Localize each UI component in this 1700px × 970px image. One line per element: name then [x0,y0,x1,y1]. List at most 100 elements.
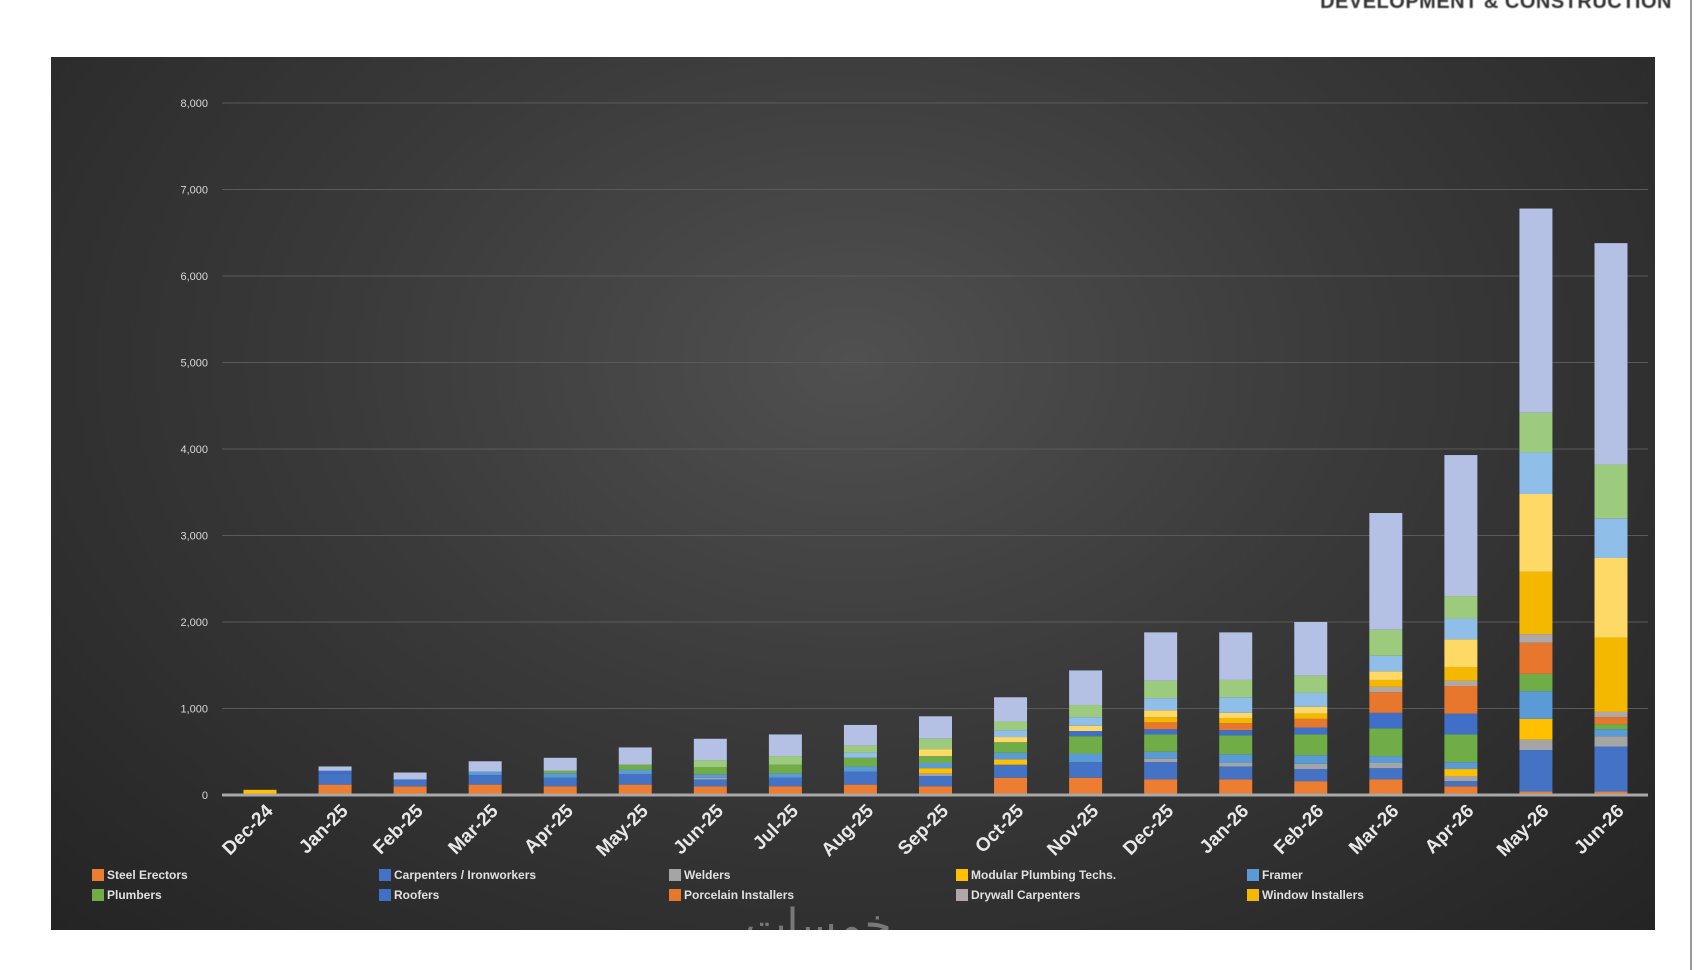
x-tick-label: Jun-26 [1570,801,1628,859]
bar-segment [768,786,802,795]
legend-swatch [1247,869,1259,881]
bar-segment [1069,762,1103,778]
bar-segment [994,742,1028,753]
bar-segment [618,747,652,765]
x-tick-label: Jan-26 [1196,801,1253,858]
bar-segment [1144,751,1178,759]
bar-segment [1369,762,1403,769]
bar-segment [1069,730,1103,737]
bar-segment [1369,629,1403,656]
bar-segment [1144,729,1178,735]
bar-segment [1069,736,1103,754]
legend-label: Window Installers [1262,888,1364,902]
bar-segment [843,757,877,767]
bar-segment [1219,766,1253,780]
bar-segment [919,738,952,750]
legend-swatch [379,869,391,881]
bar-segment [618,764,652,770]
bar-segment [693,774,727,778]
x-tick-label: Mar-25 [445,800,503,858]
bar-segment [1444,618,1478,640]
legend-swatch [92,889,104,901]
bar-segment [1444,639,1478,667]
bar-segment [1219,754,1253,763]
bar-segment [1444,769,1478,776]
bar-segment [1369,655,1403,672]
x-tick-label: Mar-26 [1345,801,1403,859]
legend-swatch [956,869,968,881]
y-tick-label: 8,000 [180,98,208,110]
x-tick-label: Feb-25 [369,800,427,858]
bar-segment [1519,634,1553,643]
bar-segment [994,721,1028,731]
bar-segment [1219,730,1253,736]
bar-segment [1069,670,1103,706]
legend-swatch [669,869,681,881]
bar-segment [1294,675,1328,693]
bar-segment [1594,243,1628,465]
x-tick-label: May-25 [592,800,653,861]
bar-segment [1519,718,1553,740]
bar-segment [1444,786,1478,795]
bar-segment [1594,724,1628,730]
bar-segment [768,773,802,778]
bar-segment [1294,713,1328,719]
x-tick-label: Nov-25 [1043,800,1103,860]
bar-segment [994,752,1028,760]
bar-segment [1594,791,1628,795]
bar-segment [1519,739,1553,751]
bar-segment [543,786,577,795]
bar-segment [1519,208,1553,413]
bar-segment [1369,679,1403,687]
bar-segment [468,775,502,785]
legend-swatch [92,869,104,881]
legend-swatch [1247,889,1259,901]
legend-label: Modular Plumbing Techs. [971,868,1116,882]
legend-item: Roofers [379,888,440,902]
bar-segment [1519,642,1553,674]
legend-item: Framer [1247,868,1303,882]
bar-segment [919,749,952,757]
bar-segment [1219,697,1253,713]
bar-segment [243,789,277,795]
bar-segment [1369,692,1403,713]
bar-segment [1219,718,1253,724]
bar-segment [919,775,952,787]
legend-label: Drywall Carpenters [971,888,1081,902]
y-tick-label: 7,000 [180,185,208,197]
legend-item: Carpenters / Ironworkers [379,868,536,882]
bar-segment [768,764,802,774]
y-tick-label: 3,000 [180,531,208,543]
legend-item: Welders [669,868,731,882]
bar-segment [919,756,952,763]
bar-segment [1144,758,1178,763]
bar-segment [1219,679,1253,698]
bar-segment [1144,717,1178,723]
bar-segment [1444,680,1478,687]
bar-segment [919,768,952,774]
bar-segment [1294,781,1328,795]
bar-segment [1444,686,1478,714]
bar-segment [1144,722,1178,730]
bar-segment [1444,455,1478,597]
bar-segment [919,786,952,795]
bar-segment [318,766,352,771]
bar-segment [919,762,952,769]
bar-segment [994,697,1028,722]
bar-segment [693,760,727,768]
bar-segment [318,784,352,795]
y-tick-label: 6,000 [180,271,208,283]
bar-segment [318,773,352,785]
bar-segment [1519,412,1553,453]
bar-segment [843,784,877,795]
x-tick-label: Sep-25 [894,800,953,859]
bar-segment [1069,705,1103,718]
bar-segment [1369,671,1403,680]
legend-item: Window Installers [1247,888,1364,902]
bar-segment [843,745,877,753]
x-tick-label: Jul-25 [749,800,803,854]
bar-segment [1144,762,1178,780]
bar-segment [768,734,802,757]
bar-segment [618,769,652,775]
x-tick-label: Apr-25 [520,800,578,858]
